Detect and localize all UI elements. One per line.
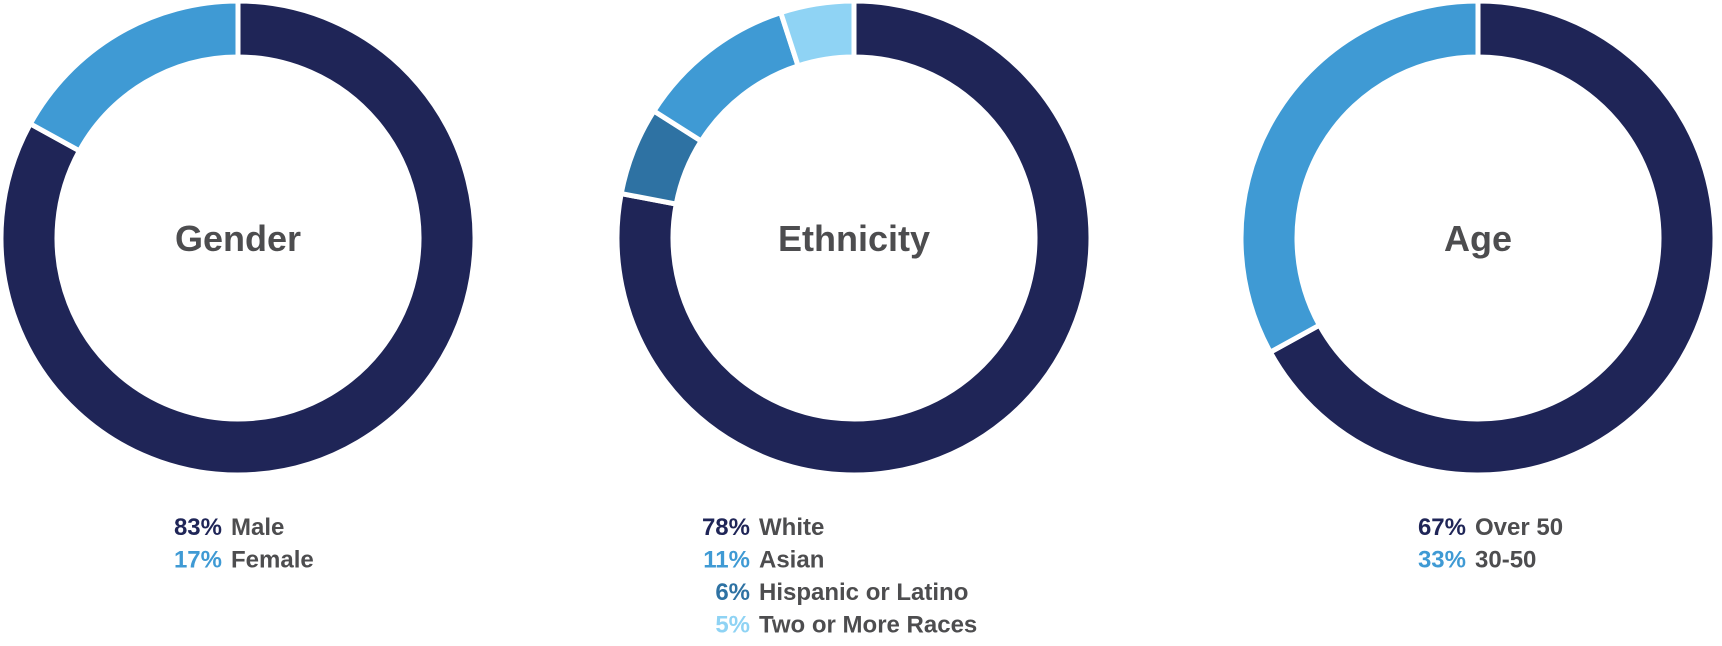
ethnicity-legend-label-hispanic-or-latino: Hispanic or Latino xyxy=(759,579,968,606)
gender-legend-label-male: Male xyxy=(231,514,284,541)
ethnicity-legend-label-asian: Asian xyxy=(759,547,824,574)
ethnicity-legend-percent-white: 78% xyxy=(702,514,750,541)
gender-slice-male xyxy=(0,0,478,478)
age-legend-percent-over-50: 67% xyxy=(1418,514,1466,541)
age-donut-chart: Age 67% Over 50 33% 30-50 xyxy=(1238,0,1718,574)
age-slice-over-50 xyxy=(1266,0,1718,478)
ethnicity-legend-percent-asian: 11% xyxy=(703,547,750,574)
ethnicity-legend-label-two-or-more-races: Two or More Races xyxy=(759,612,977,639)
ethnicity-donut-chart: Ethnicity 78% White 11% Asian 6% Hispanic or L… xyxy=(614,0,1094,639)
gender-legend-label-female: Female xyxy=(231,547,314,574)
age-legend-label-over-50: Over 50 xyxy=(1475,514,1563,541)
age-slice-30-50 xyxy=(1238,0,1481,356)
ethnicity-legend-percent-two-or-more-races: 5% xyxy=(715,612,750,639)
ethnicity-legend-percent-hispanic-or-latino: 6% xyxy=(715,579,750,606)
age-legend-label-30-50: 30-50 xyxy=(1475,547,1536,574)
ethnicity-slice-white xyxy=(614,0,1094,478)
gender-legend-percent-male: 83% xyxy=(174,514,222,541)
age-chart-title: Age xyxy=(1444,218,1512,259)
ethnicity-slice-asian xyxy=(650,9,802,145)
age-legend-percent-30-50: 33% xyxy=(1418,547,1466,574)
ethnicity-legend-label-white: White xyxy=(759,514,824,541)
gender-slice-female xyxy=(26,0,241,155)
gender-legend-percent-female: 17% xyxy=(174,547,222,574)
gender-chart-title: Gender xyxy=(175,218,301,259)
ethnicity-chart-title: Ethnicity xyxy=(778,218,930,259)
ethnicity-slice-two-or-more-races xyxy=(777,0,857,70)
gender-donut-chart: Gender 83% Male 17% Female xyxy=(0,0,478,574)
